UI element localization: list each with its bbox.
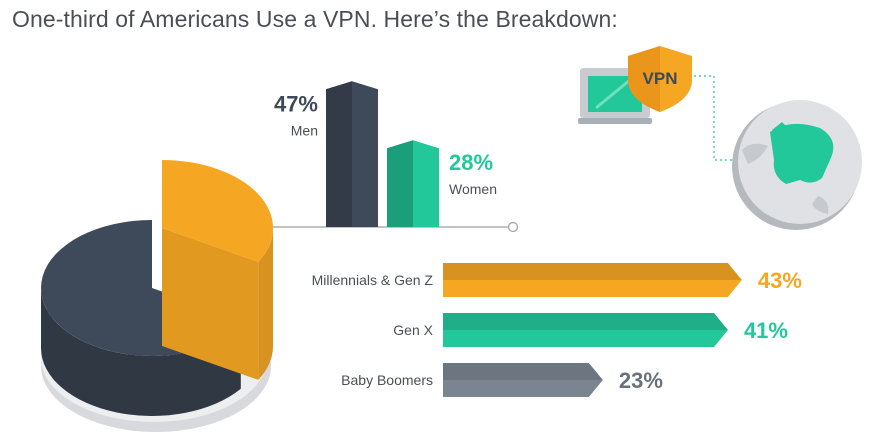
pie-slice-no-vpn-side: [41, 288, 241, 417]
category-label-men: Men: [291, 122, 318, 138]
bar-gen-x-top: [443, 313, 728, 330]
category-label-baby-boomers: Baby Boomers: [341, 372, 433, 388]
bar-men-side: [326, 81, 352, 227]
data-label-men: 47%: [274, 91, 318, 116]
data-label-women: 28%: [449, 150, 493, 175]
bar-men: [326, 81, 378, 227]
bar-gen-x-bottom: [443, 330, 728, 347]
pie-slice-vpn-inner-side: [162, 228, 259, 380]
bar-baby-boomers: [443, 363, 603, 397]
bar-gen-x: [443, 313, 728, 347]
category-label-gen-x: Gen X: [393, 322, 433, 338]
data-label-millennials-gen-z: 43%: [758, 268, 802, 293]
bar-millennials-gen-z-bottom: [443, 280, 742, 297]
data-label-gen-x: 41%: [744, 318, 788, 343]
category-label-women: Women: [449, 181, 497, 197]
page-title: One-third of Americans Use a VPN. Here’s…: [12, 6, 618, 32]
gender-baseline-end: [507, 221, 519, 233]
category-label-millennials-gen-z: Millennials & Gen Z: [312, 272, 434, 288]
bar-baby-boomers-bottom: [443, 380, 603, 397]
data-label-baby-boomers: 23%: [619, 368, 663, 393]
vpn-badge-label: VPN: [643, 69, 678, 88]
pie-slice-vpn: [162, 160, 273, 262]
bar-baby-boomers-top: [443, 363, 603, 380]
globe-icon: [732, 100, 862, 230]
shield-icon: VPN: [628, 46, 692, 112]
bar-women-side: [387, 140, 413, 227]
bar-women: [387, 140, 439, 227]
pie-slice-vpn-outer-side: [258, 228, 273, 380]
bar-millennials-gen-z-top: [443, 263, 742, 280]
bar-millennials-gen-z: [443, 263, 742, 297]
